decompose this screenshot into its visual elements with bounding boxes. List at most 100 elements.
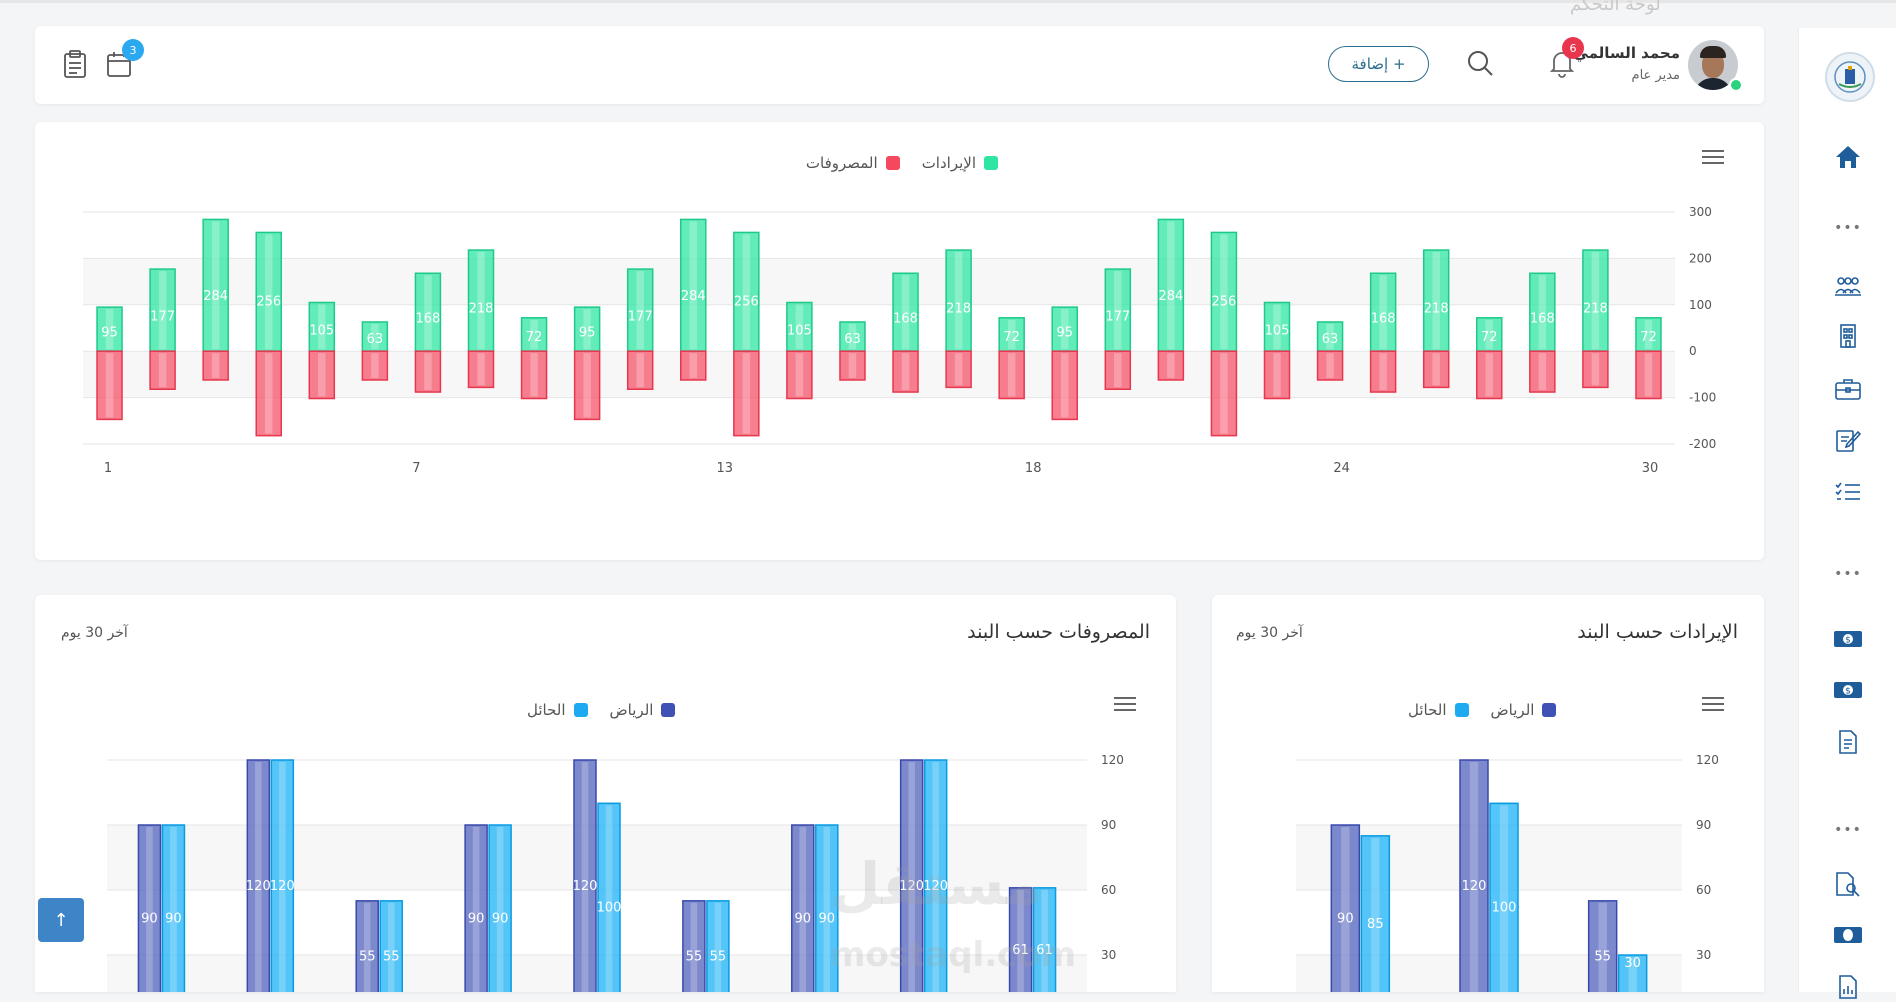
legend-expense[interactable]: المصروفات <box>806 154 900 172</box>
bar-data-label: 100 <box>1492 901 1517 916</box>
bar-shine <box>901 275 910 350</box>
income-data-label: 177 <box>150 310 175 325</box>
search-icon[interactable] <box>1465 48 1495 78</box>
income-bar <box>96 306 123 352</box>
legend-hail[interactable]: الحائل <box>527 701 588 719</box>
legend-riyadh[interactable]: الرياض <box>1491 701 1557 719</box>
scroll-top-button[interactable]: ↑ <box>38 898 84 942</box>
legend-riyadh-label: الرياض <box>1490 701 1535 719</box>
income-chart-svg: 120 90 60 30 90 85 120 100 55 30 <box>1296 753 1719 992</box>
bar-shine <box>1432 353 1440 386</box>
bar-shine <box>1060 309 1069 350</box>
building-icon[interactable] <box>1833 321 1863 351</box>
bar-shine <box>795 353 804 397</box>
briefcase-icon[interactable] <box>1833 374 1863 404</box>
user-role: مدير عام <box>1631 68 1680 83</box>
y-tick-label: 30 <box>1696 948 1711 962</box>
cash-icon[interactable]: $ <box>1833 675 1863 705</box>
expense-bar <box>892 350 919 393</box>
report-icon[interactable] <box>1833 972 1863 1002</box>
y-tick-label: 60 <box>1696 883 1711 897</box>
y-tick-label: 120 <box>1696 753 1719 767</box>
home-icon[interactable] <box>1833 142 1863 172</box>
income-data-label: 256 <box>734 294 759 309</box>
chart-menu-icon[interactable] <box>1114 697 1136 713</box>
y-tick-label: 120 <box>1101 753 1124 767</box>
expense-bar <box>786 350 813 400</box>
legend-hail[interactable]: الحائل <box>1408 701 1469 719</box>
bar-data-label: 55 <box>686 949 703 964</box>
income-bar <box>1104 268 1132 352</box>
legend-income[interactable]: الإيرادات <box>922 154 998 172</box>
cash-icon[interactable]: $ <box>1833 624 1863 654</box>
legend-riyadh[interactable]: الرياض <box>610 701 676 719</box>
income-data-label: 284 <box>1158 289 1183 304</box>
income-data-label: 72 <box>1003 330 1020 345</box>
riyadh-bar <box>899 759 924 992</box>
income-data-label: 95 <box>579 326 596 341</box>
bar-shine <box>496 827 504 992</box>
bar-shine <box>477 353 485 386</box>
legend-riyadh-label: الرياض <box>609 701 654 719</box>
expense-bar <box>1369 350 1397 393</box>
edit-doc-icon[interactable] <box>1833 426 1863 456</box>
income-bar <box>998 317 1025 352</box>
income-data-label: 177 <box>628 310 653 325</box>
income-chart-period: آخر 30 يوم <box>1236 625 1303 641</box>
add-button[interactable]: إضافة + <box>1328 46 1429 82</box>
bar-shine <box>371 323 379 350</box>
clipboard-icon[interactable] <box>63 50 87 78</box>
y-tick-label: 0 <box>1689 344 1697 358</box>
legend-income-label: الإيرادات <box>921 154 976 172</box>
bar-shine <box>1041 889 1048 992</box>
chart-menu-icon[interactable] <box>1702 150 1724 166</box>
bar-shine <box>742 353 751 434</box>
hail-bar <box>488 824 512 992</box>
bar-shine <box>363 902 371 992</box>
bar-shine <box>530 319 538 350</box>
legend-income-swatch <box>984 156 998 170</box>
expense-bar <box>361 350 389 381</box>
bar-shine <box>279 762 286 992</box>
bar-shine <box>1326 323 1334 350</box>
bar-shine <box>472 827 480 992</box>
y-tick-label: -200 <box>1689 437 1716 451</box>
bar-data-label: 90 <box>141 912 158 927</box>
y-tick-label: -100 <box>1689 391 1716 405</box>
bar-shine <box>1167 221 1175 350</box>
search-doc-icon[interactable] <box>1833 869 1863 899</box>
legend-riyadh-swatch <box>661 703 676 717</box>
bar-shine <box>424 275 432 350</box>
bar-shine <box>1273 304 1281 350</box>
expense-bar <box>1210 350 1238 437</box>
bar-shine <box>1007 353 1016 397</box>
bar-shine <box>901 353 910 391</box>
main-chart-legend: الإيرادات المصروفات <box>806 154 998 172</box>
expense-by-item-card: المصروفات حسب البند آخر 30 يوم الرياض ال… <box>35 595 1176 992</box>
money-icon[interactable] <box>1833 920 1863 950</box>
bar-data-label: 30 <box>1624 956 1641 971</box>
expense-bar <box>96 350 123 421</box>
users-icon[interactable] <box>1833 271 1863 301</box>
bar-shine <box>424 353 432 391</box>
income-bar <box>839 321 866 352</box>
bar-shine <box>530 353 538 397</box>
user-name: محمد السالمي <box>1573 44 1680 62</box>
hail-bar <box>815 824 839 992</box>
bar-shine <box>264 234 273 350</box>
bar-shine <box>742 234 751 350</box>
bar-shine <box>264 353 273 434</box>
expense-bar <box>733 350 760 437</box>
hail-bar <box>1360 835 1391 992</box>
expense-bar <box>1476 350 1503 400</box>
chart-menu-icon[interactable] <box>1702 697 1724 713</box>
logo[interactable] <box>1825 52 1875 102</box>
checklist-icon[interactable] <box>1833 477 1863 507</box>
calendar-badge: 3 <box>122 39 144 61</box>
invoice-icon[interactable] <box>1833 727 1863 757</box>
income-data-label: 72 <box>1640 330 1657 345</box>
bar-shine <box>1017 889 1024 992</box>
riyadh-bar <box>246 759 271 992</box>
y-tick-label: 300 <box>1689 205 1712 219</box>
bar-shine <box>848 323 857 350</box>
